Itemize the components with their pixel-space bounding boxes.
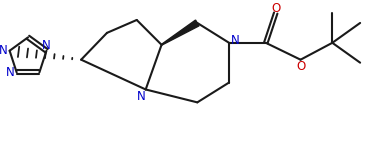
- Polygon shape: [162, 20, 199, 45]
- Text: N: N: [42, 39, 51, 52]
- Text: N: N: [0, 44, 8, 57]
- Text: N: N: [137, 90, 146, 103]
- Text: O: O: [296, 60, 306, 73]
- Text: O: O: [272, 2, 281, 15]
- Text: N: N: [6, 66, 15, 79]
- Text: N: N: [231, 34, 239, 47]
